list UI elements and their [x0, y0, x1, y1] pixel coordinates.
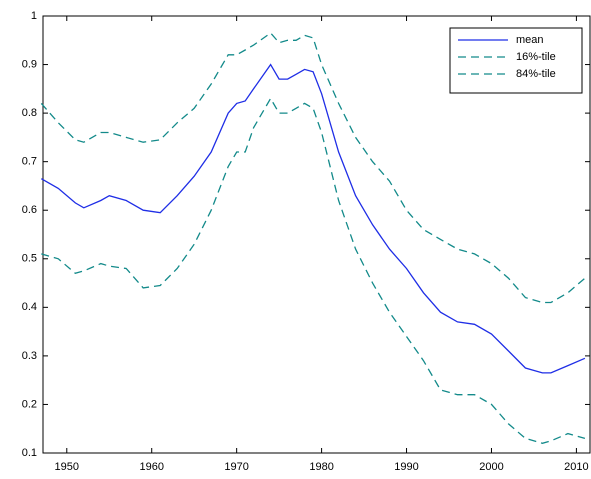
y-tick-label: 0.6 — [22, 204, 37, 216]
y-tick-label: 0.5 — [22, 253, 37, 265]
x-tick-label: 1950 — [55, 461, 79, 473]
y-tick-label: 0.4 — [22, 301, 37, 313]
x-tick-label: 1970 — [224, 461, 248, 473]
y-tick-label: 0.7 — [22, 156, 37, 168]
x-tick-label: 1960 — [139, 461, 163, 473]
y-tick-label: 0.8 — [22, 107, 37, 119]
y-tick-label: 0.2 — [22, 398, 37, 410]
series-line — [40, 32, 586, 304]
legend — [449, 27, 583, 94]
x-tick-label: 2000 — [479, 461, 503, 473]
x-tick-label: 1990 — [394, 461, 418, 473]
series-line — [40, 63, 586, 374]
x-tick-label: 1980 — [309, 461, 333, 473]
legend-label: 84%-tile — [516, 68, 556, 80]
y-tick-label: 0.9 — [22, 58, 37, 70]
legend-label: mean — [516, 34, 544, 46]
legend-label: 16%-tile — [516, 51, 556, 63]
y-tick-label: 1 — [31, 10, 37, 22]
y-tick-label: 0.3 — [22, 350, 37, 362]
series-line — [41, 97, 586, 444]
x-tick-label: 2010 — [564, 461, 588, 473]
y-tick-label: 0.1 — [22, 447, 37, 459]
